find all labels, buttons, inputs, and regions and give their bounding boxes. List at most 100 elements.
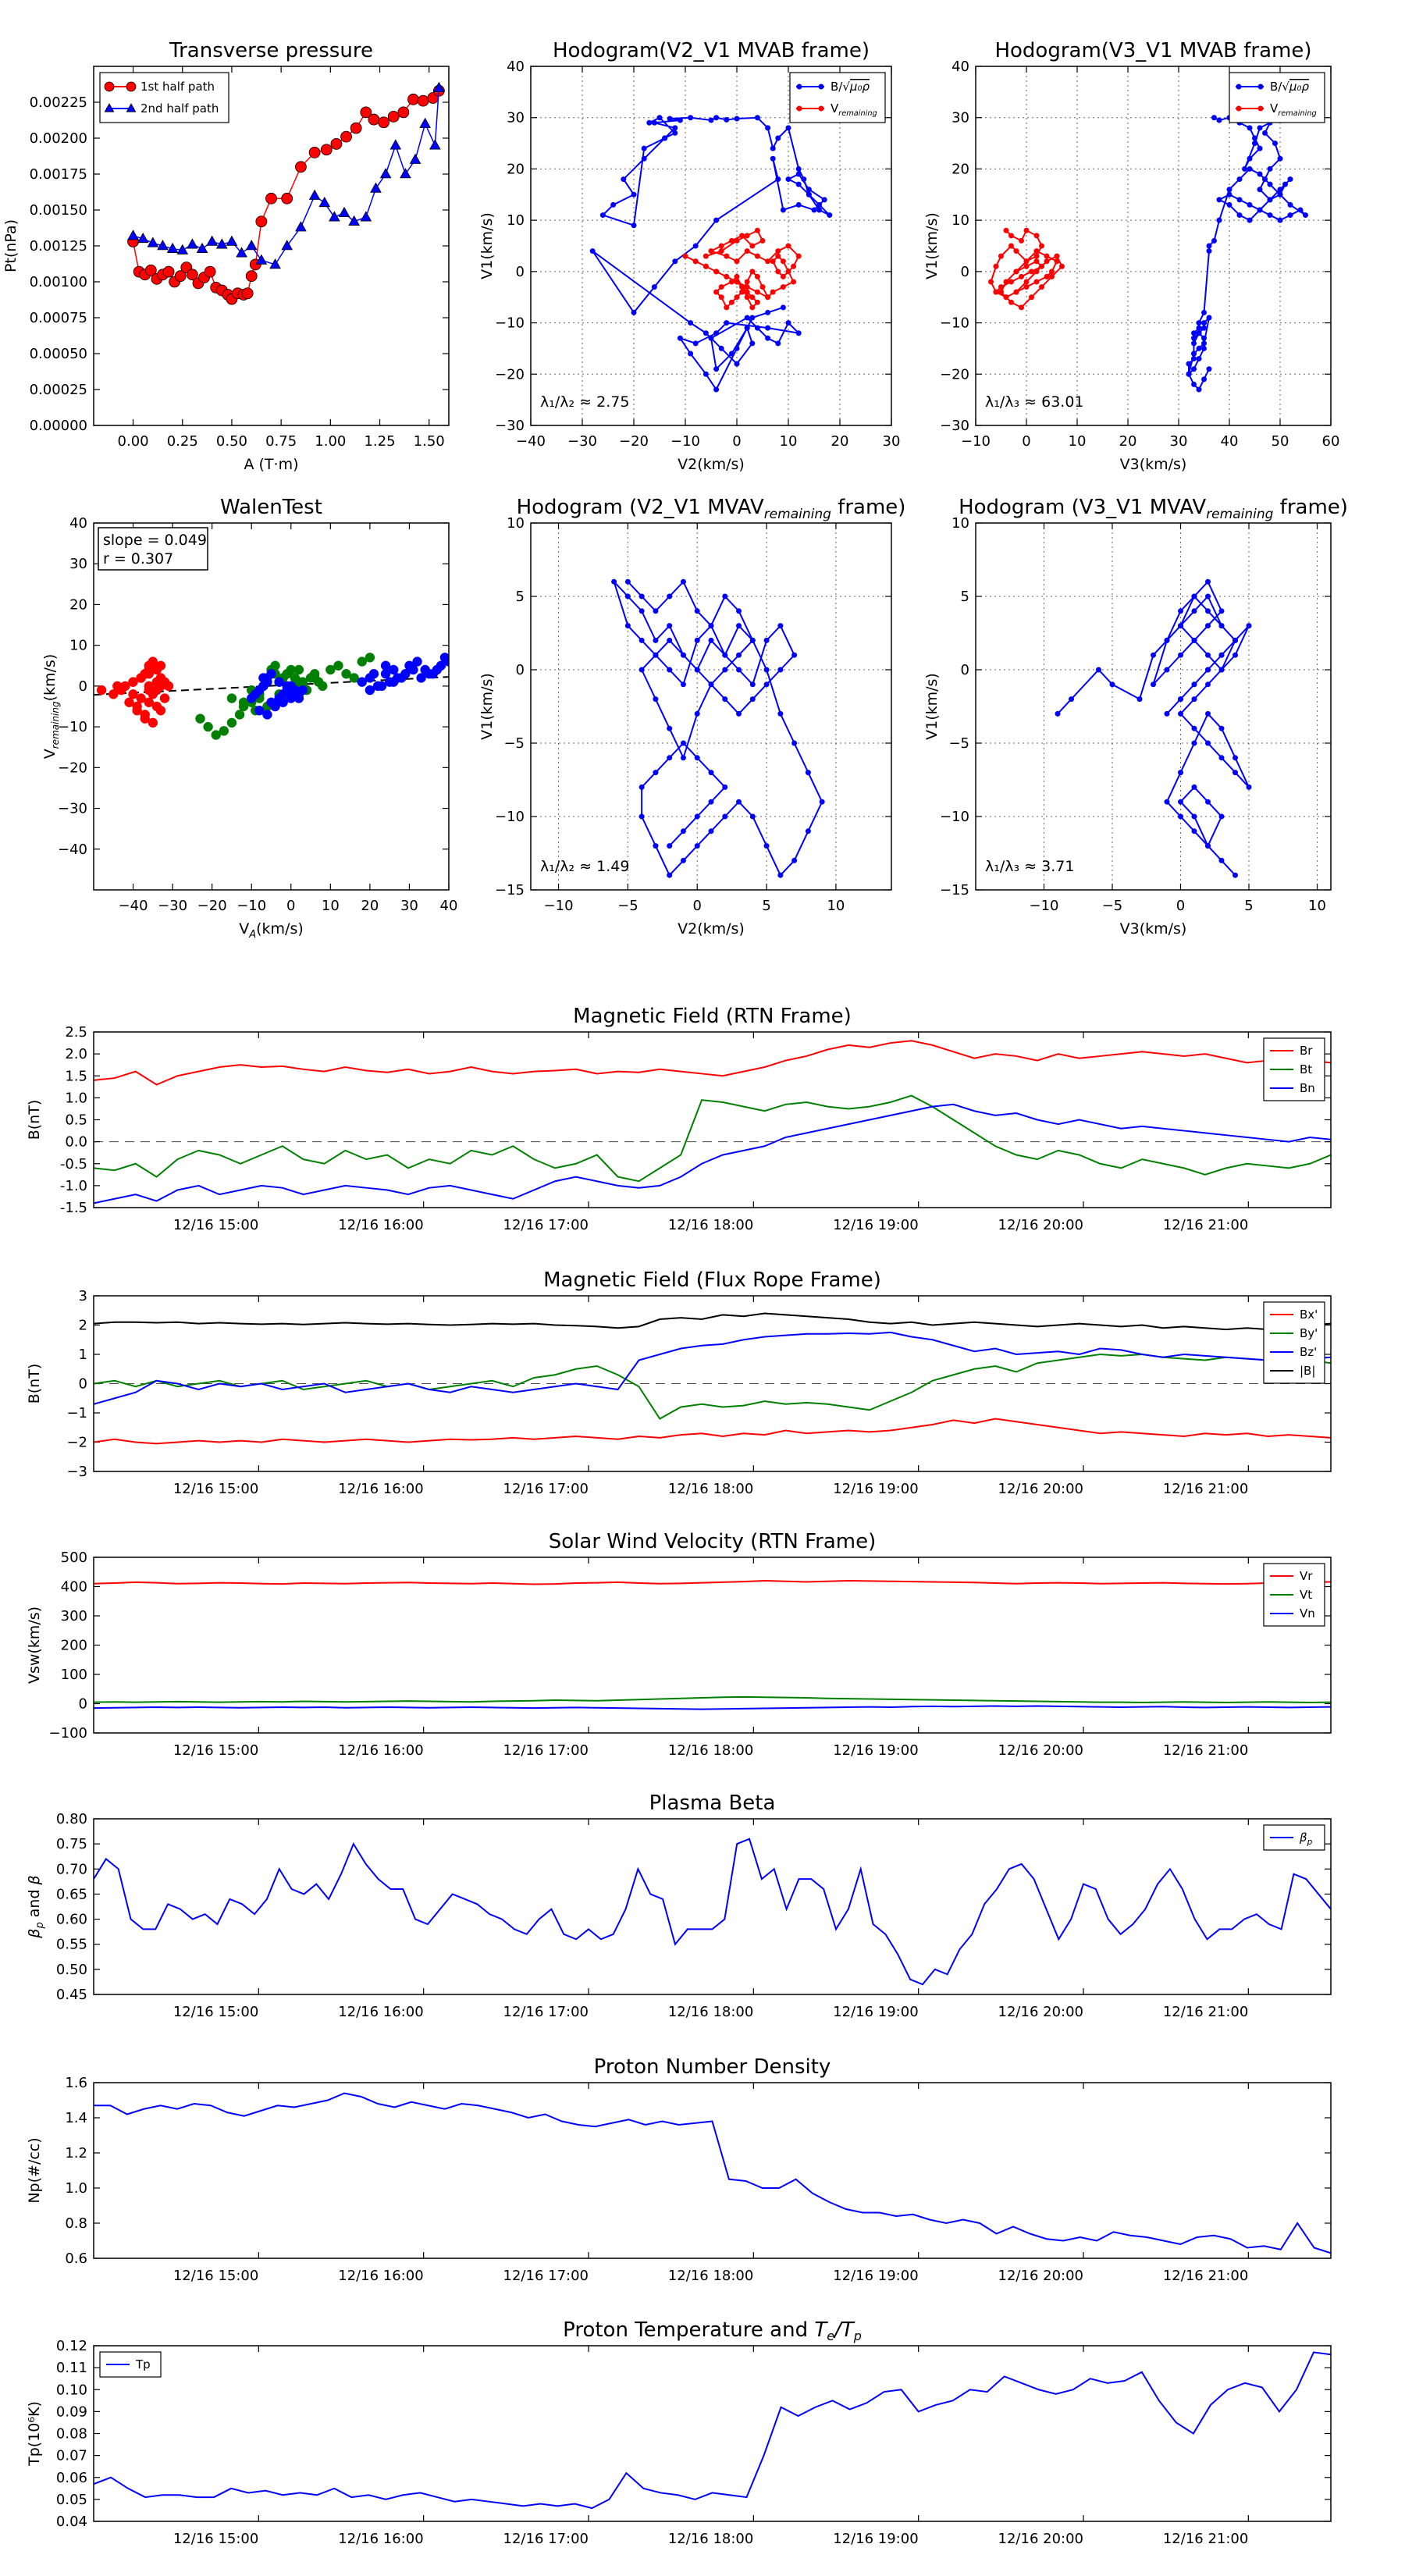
- data-point: [408, 664, 418, 675]
- data-point: [754, 253, 760, 259]
- plot-area: [988, 115, 1308, 393]
- x-tick-label: 12/16 20:00: [998, 2531, 1083, 2547]
- data-point: [1039, 263, 1044, 269]
- chart-vsw: 12/16 15:00 12/16 16:00 12/16 17:00 12/16 1…: [26, 1530, 1332, 1759]
- data-point: [702, 263, 709, 269]
- series-2: [682, 227, 802, 311]
- chart-np: 12/16 15:00 12/16 16:00 12/16 17:00 12/16 1…: [26, 2055, 1332, 2284]
- data-point: [749, 637, 756, 643]
- chart-title: Magnetic Field (Flux Rope Frame): [543, 1268, 881, 1292]
- y-axis-label: B(nT): [26, 1100, 43, 1140]
- x-tick-label: 5: [1244, 898, 1253, 914]
- axes-frame: [93, 1557, 1332, 1734]
- data-point: [631, 222, 637, 229]
- y-tick-label: 0.06: [56, 2470, 87, 2486]
- data-point: [1186, 371, 1192, 377]
- y-tick-label: 100: [61, 1667, 87, 1683]
- data-point: [680, 740, 686, 746]
- data-point: [631, 191, 637, 197]
- y-tick-label: 0: [79, 678, 87, 695]
- data-point: [791, 740, 798, 746]
- legend-label: Bn: [1300, 1081, 1315, 1095]
- data-point: [1277, 191, 1283, 197]
- x-tick-label: 40: [440, 898, 458, 914]
- plot-area: [589, 115, 833, 393]
- data-point: [734, 273, 740, 279]
- x-tick-label: 10: [827, 898, 845, 914]
- data-point: [1023, 284, 1030, 290]
- x-tick-label: 12/16 19:00: [833, 1217, 918, 1233]
- x-axis-label: VA(km/s): [239, 920, 304, 941]
- y-tick-label: -1.0: [60, 1178, 87, 1194]
- chart-beta: 12/16 15:00 12/16 16:00 12/16 17:00 12/16 1…: [26, 1791, 1332, 2020]
- data-point: [795, 253, 802, 259]
- y-tick-label: -1.5: [60, 1200, 87, 1216]
- data-point: [1164, 667, 1170, 673]
- data-point: [1178, 710, 1183, 717]
- data-point: [1023, 263, 1030, 269]
- legend: βp: [1263, 1824, 1325, 1851]
- data-point: [734, 361, 740, 367]
- data-point: [1029, 294, 1034, 301]
- legend-label: |B|: [1300, 1364, 1315, 1378]
- data-point: [1211, 115, 1217, 121]
- data-point: [1297, 207, 1304, 213]
- data-point: [801, 176, 807, 183]
- x-tick-label: −40: [516, 433, 546, 450]
- data-point: [1191, 350, 1197, 357]
- data-point: [1039, 284, 1044, 290]
- y-tick-label: −10: [495, 809, 525, 825]
- data-point: [281, 240, 293, 251]
- data-point: [780, 273, 786, 279]
- y-tick-label: 0.00125: [30, 238, 87, 254]
- axes-frame: [93, 1818, 1332, 1995]
- data-point: [795, 165, 802, 172]
- x-tick-label: 12/16 16:00: [338, 1217, 423, 1233]
- data-point: [1191, 740, 1197, 746]
- y-tick-label: −30: [58, 801, 87, 817]
- data-point: [330, 137, 343, 150]
- data-point: [708, 770, 714, 776]
- chart-title: Hodogram (V2_V1 MVAVremaining frame): [517, 496, 906, 522]
- data-point: [282, 681, 292, 692]
- x-tick-label: 12/16 17:00: [503, 2268, 589, 2284]
- y-tick-label: 10: [507, 515, 525, 532]
- data-point: [754, 273, 760, 279]
- y-tick-label: 0.07: [56, 2448, 87, 2464]
- data-point: [176, 244, 189, 254]
- chart-bmag: 12/16 15:00 12/16 16:00 12/16 17:00 12/16 1…: [26, 1005, 1332, 1233]
- series-line-Bt: [94, 1094, 1331, 1183]
- x-tick-label: −10: [1030, 898, 1059, 914]
- y-tick-label: 0.08: [56, 2426, 87, 2443]
- legend-marker: [1236, 84, 1242, 90]
- x-tick-label: 12/16 21:00: [1163, 1217, 1248, 1233]
- y-tick-label: 0.10: [56, 2382, 87, 2398]
- y-tick-label: 40: [69, 515, 87, 532]
- data-point: [206, 235, 218, 246]
- data-point: [765, 258, 771, 265]
- data-point: [680, 857, 686, 863]
- data-point: [262, 710, 272, 720]
- y-tick-label: 0: [516, 662, 525, 678]
- data-point: [805, 828, 811, 834]
- data-point: [993, 289, 999, 295]
- data-point: [694, 843, 700, 849]
- y-tick-label: −20: [940, 366, 969, 382]
- data-point: [722, 784, 728, 790]
- data-point: [439, 653, 449, 663]
- data-point: [226, 693, 237, 703]
- data-point: [128, 677, 138, 687]
- x-tick-label: 12/16 15:00: [173, 1217, 258, 1233]
- data-point: [286, 693, 297, 703]
- y-tick-label: 1.6: [65, 2075, 87, 2091]
- data-point: [667, 843, 673, 849]
- data-point: [254, 705, 265, 716]
- data-point: [255, 215, 268, 228]
- data-point: [736, 710, 742, 717]
- data-point: [1178, 813, 1183, 820]
- data-point: [1109, 681, 1115, 688]
- data-point: [124, 697, 134, 708]
- data-point: [734, 258, 740, 265]
